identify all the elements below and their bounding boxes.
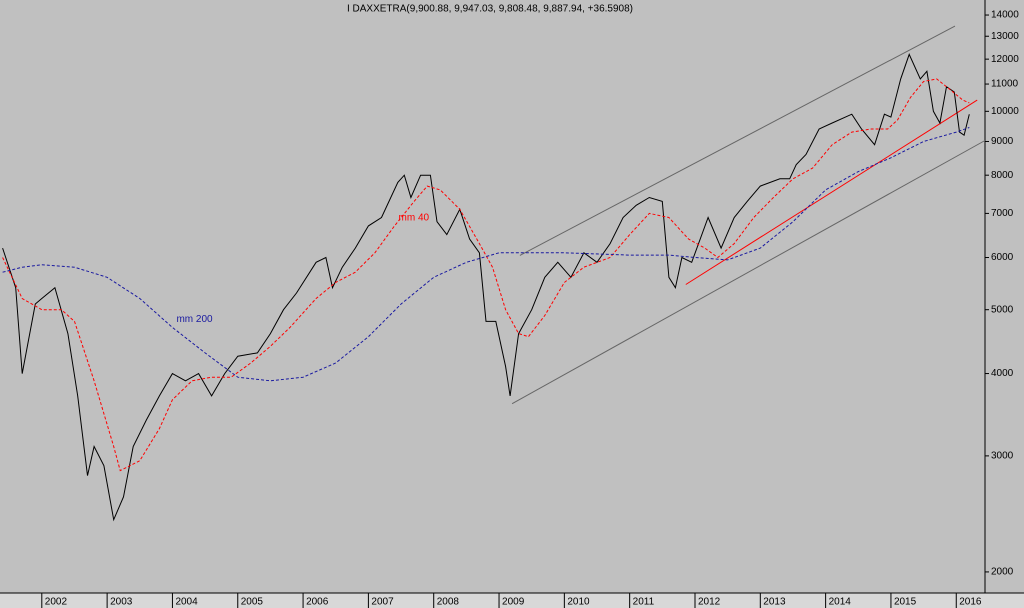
y-tick-label: 7000: [991, 208, 1014, 219]
x-tick-label: 2006: [306, 597, 329, 608]
y-tick-label: 11000: [991, 79, 1019, 90]
y-tick-label: 13000: [991, 31, 1019, 42]
trend-line: [511, 140, 986, 405]
x-tick-label: 2007: [371, 597, 394, 608]
x-tick-label: 2011: [633, 597, 655, 608]
y-tick-label: 3000: [991, 451, 1014, 462]
y-tick-label: 6000: [991, 252, 1014, 263]
y-tick-label: 5000: [991, 304, 1014, 315]
x-tick-label: 2002: [45, 597, 68, 608]
y-tick-label: 14000: [991, 10, 1019, 21]
y-tick-label: 4000: [991, 368, 1014, 379]
x-tick-label: 2015: [894, 597, 917, 608]
trend-line: [685, 99, 978, 285]
moving-average-line: [2, 78, 970, 472]
y-tick-label: 8000: [991, 170, 1014, 181]
trend-line: [519, 25, 956, 256]
moving-average-line: [2, 127, 970, 382]
y-tick-label: 10000: [991, 106, 1019, 117]
x-tick-label: 2013: [763, 597, 786, 608]
x-tick-label: 2014: [829, 597, 852, 608]
y-tick-label: 2000: [991, 567, 1014, 578]
x-tick-label: 2004: [175, 597, 198, 608]
x-tick-label: 2003: [110, 597, 133, 608]
x-tick-label: 2016: [959, 597, 982, 608]
y-tick-label: 12000: [991, 54, 1019, 65]
series-label: mm 40: [399, 213, 430, 224]
y-tick-label: 9000: [991, 136, 1014, 147]
price-line: [2, 53, 970, 522]
x-axis-band: [0, 593, 1024, 608]
x-tick-label: 2009: [502, 597, 525, 608]
series-label: mm 200: [176, 314, 213, 325]
x-tick-label: 2010: [567, 597, 590, 608]
x-tick-label: 2012: [698, 597, 721, 608]
x-tick-label: 2008: [437, 597, 460, 608]
chart-title: I DAXXETRA(9,900.88, 9,947.03, 9,808.48,…: [347, 4, 633, 15]
x-tick-label: 2005: [241, 597, 264, 608]
